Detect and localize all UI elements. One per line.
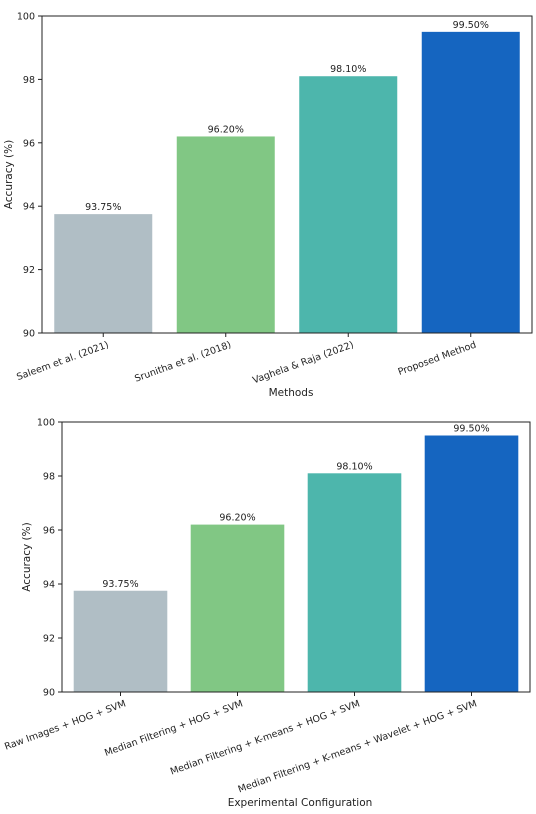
bar (307, 473, 402, 692)
bar (421, 31, 520, 333)
bar-value-label: 96.20% (219, 513, 255, 524)
y-tick-label: 96 (43, 526, 55, 537)
chart-top: 93.75% 96.20% 98.10% 99.50% 90 92 94 96 98 100 Sal… (3, 12, 533, 399)
y-axis-title: Accuracy (%) (3, 140, 15, 209)
y-tick-label: 90 (43, 688, 55, 699)
y-tick-label: 98 (23, 75, 35, 86)
y-tick-label: 96 (23, 138, 35, 149)
bar-value-label: 98.10% (330, 64, 366, 75)
x-tick-label: Raw Images + HOG + SVM (3, 698, 127, 752)
y-axis-title: Accuracy (%) (21, 522, 33, 591)
bar-value-label: 99.50% (453, 20, 489, 31)
x-axis-title: Experimental Configuration (228, 797, 373, 809)
bar-value-label: 96.20% (208, 124, 244, 135)
x-tick-label: Proposed Method (397, 339, 478, 378)
x-tick-label: Saleem et al. (2021) (15, 339, 110, 383)
y-tick-label: 92 (23, 265, 35, 276)
bar (424, 435, 519, 692)
y-tick-label: 100 (37, 418, 55, 429)
y-tick-label: 94 (43, 580, 55, 591)
x-tick-label: Median Filtering + K-means + HOG + SVM (169, 698, 362, 777)
y-tick-label: 100 (17, 12, 35, 23)
bar (176, 136, 275, 333)
x-tick-label: Median Filtering + K-means + Wavelet + H… (237, 698, 479, 795)
bar (299, 76, 398, 333)
x-tick-label: Srunitha et al. (2018) (133, 339, 233, 384)
bar (190, 524, 285, 692)
y-tick-label: 94 (23, 202, 35, 213)
plot-frame (61, 421, 531, 693)
x-axis-title: Methods (269, 387, 314, 399)
bar-value-label: 93.75% (102, 579, 138, 590)
x-tick-label: Vaghela & Raja (2022) (251, 339, 355, 386)
bar (54, 214, 153, 333)
chart-bottom: 93.75% 96.20% 98.10% 99.50% 90 92 94 96 98 100 Raw… (3, 418, 531, 809)
y-tick-label: 98 (43, 472, 55, 483)
plot-frame (41, 15, 533, 334)
y-tick-label: 92 (43, 634, 55, 645)
bar-value-label: 98.10% (336, 461, 372, 472)
bar-value-label: 93.75% (85, 202, 121, 213)
bar (73, 590, 168, 692)
bar-value-label: 99.50% (453, 424, 489, 435)
y-tick-label: 90 (23, 329, 35, 340)
